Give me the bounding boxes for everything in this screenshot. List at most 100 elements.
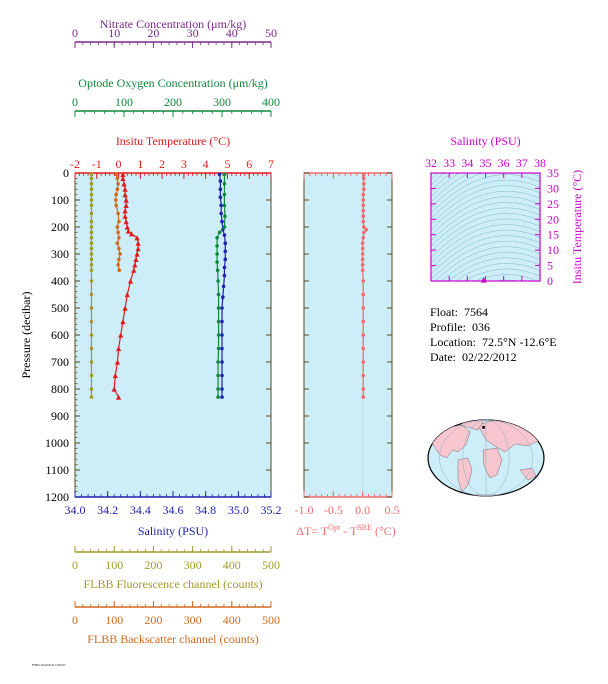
- svg-text:Date:02/22/2012: Date: 02/22/2012: [430, 350, 517, 364]
- ts-point: [480, 276, 487, 283]
- fluor-tick-label: 200: [144, 558, 162, 572]
- temperature-tick-label: 2: [159, 157, 165, 171]
- pressure-tick-label: 400: [51, 274, 69, 288]
- map-float-marker: [482, 425, 486, 429]
- insitu-temperature-point: [120, 175, 126, 181]
- optode-oxygen-concentration-point: [216, 319, 221, 324]
- salinity-tick-label: 34.6: [163, 503, 184, 517]
- backscatter-tick-label: 500: [262, 613, 280, 627]
- insitu-temperature-point: [124, 224, 130, 230]
- flbb-fluorescence-channel-point: [89, 279, 94, 283]
- flbb-fluorescence-channel-point: [89, 319, 94, 324]
- insitu-temperature-point: [132, 262, 138, 268]
- insitu-temperature-point: [123, 219, 129, 225]
- flbb-backscatter-channel-point: [116, 263, 120, 267]
- nitrate-tick-label: 40: [226, 26, 238, 40]
- flbb-backscatter-channel-point: [113, 198, 118, 202]
- optode-oxygen-concentration-point: [216, 395, 220, 399]
- optode-oxygen-concentration-point: [217, 230, 222, 235]
- world-map: [427, 419, 545, 497]
- insitu-temperature-point: [134, 235, 140, 241]
- salinity-point: [223, 257, 228, 262]
- optode-oxygen-concentration-point: [216, 279, 220, 283]
- ts-contour-line: [441, 252, 540, 281]
- optode-oxygen-concentration-point: [222, 203, 227, 208]
- date-label: Date:: [430, 350, 456, 364]
- flbb-fluorescence-channel-point: [89, 246, 94, 251]
- pressure-tick-label: 600: [51, 328, 69, 342]
- temperature-tick-label: 7: [268, 157, 274, 171]
- ts-plot-area: [431, 173, 540, 281]
- delta-axis-label-part: (°C): [372, 524, 396, 538]
- optode-oxygen-concentration-point: [216, 333, 221, 337]
- delta-t-point: [361, 236, 366, 240]
- optode-oxygen-concentration-point: [216, 346, 221, 351]
- ts-x-tick-label: 36: [498, 156, 510, 170]
- optode-oxygen-concentration-point: [216, 292, 221, 297]
- insitu-temperature-point: [120, 171, 126, 177]
- ts-x-tick-label: 38: [534, 156, 546, 170]
- salinity-point: [220, 360, 224, 364]
- delta-t-point: [361, 219, 366, 224]
- ts-x-tick-label: 32: [425, 156, 437, 170]
- ts-contour-line: [463, 268, 540, 281]
- ts-y-axis-label: Insitu Temperature (°C): [570, 170, 584, 284]
- ts-contour-line: [431, 185, 540, 225]
- optode-oxygen-concentration-line: [216, 174, 226, 398]
- delta-t-point: [361, 292, 366, 297]
- ts-y-tick-label: 20: [547, 212, 559, 226]
- flbb-backscatter-channel-point: [114, 203, 118, 208]
- delta-t-point: [360, 257, 365, 262]
- salinity-point: [218, 195, 223, 200]
- delta-t-point: [361, 214, 366, 218]
- flbb-backscatter-channel-point: [116, 182, 120, 186]
- delta-t-point: [362, 176, 366, 181]
- ts-x-tick-label: 37: [516, 156, 528, 170]
- delta-t-point: [361, 306, 366, 310]
- delta-t-point: [361, 279, 366, 283]
- fluor-tick-label: 300: [184, 558, 202, 572]
- flbb-backscatter-channel-point: [114, 192, 118, 197]
- optode-oxygen-concentration-point: [222, 172, 227, 177]
- salinity-point: [221, 284, 226, 289]
- salinity-point: [220, 219, 224, 224]
- salinity-point: [220, 333, 224, 337]
- profile-chart: Pressure (decibar)0100200300400500600700…: [19, 17, 282, 646]
- optode-oxygen-concentration-point: [215, 260, 219, 264]
- optode-oxygen-concentration-point: [216, 360, 220, 364]
- salinity-axis-label: Salinity (PSU): [138, 524, 208, 538]
- ts-contour-line: [431, 207, 540, 247]
- delta-t-point: [362, 187, 366, 191]
- backscatter-tick-label: 100: [105, 613, 123, 627]
- insitu-temperature-point: [133, 256, 139, 262]
- delta-t-point: [361, 198, 366, 202]
- flbb-fluorescence-channel-point: [89, 333, 94, 337]
- ts-y-tick-label: 15: [547, 228, 559, 242]
- ts-contour-line: [431, 240, 540, 280]
- salinity-point: [220, 395, 224, 399]
- backscatter-tick-label: 300: [184, 613, 202, 627]
- insitu-temperature-point: [122, 213, 128, 219]
- insitu-temperature-point: [115, 394, 122, 400]
- delta-t-point: [361, 192, 366, 197]
- svg-text:Profile:036: Profile: 036: [430, 320, 490, 334]
- fluor-tick-label: 0: [72, 558, 78, 572]
- float-info: Float: 7564 Profile: 036 Location: 72.5°N -…: [430, 305, 557, 364]
- insitu-temperature-point: [122, 208, 128, 214]
- delta-t-point: [361, 209, 366, 213]
- backscatter-axis-label: FLBB Backscatter channel (counts): [87, 632, 259, 646]
- ts-contours: [431, 173, 540, 281]
- temperature-tick-label: 4: [203, 157, 209, 171]
- ts-x-tick-label: 35: [480, 156, 492, 170]
- flbb-backscatter-channel-point: [115, 187, 120, 191]
- flbb-fluorescence-channel-point: [89, 211, 94, 216]
- optode-oxygen-concentration-point: [215, 252, 219, 256]
- pressure-tick-label: 1200: [45, 490, 69, 504]
- salinity-point: [218, 187, 223, 191]
- map-meridian: [439, 419, 533, 497]
- ts-contour-line: [431, 235, 540, 275]
- nitrate-tick-label: 20: [147, 26, 159, 40]
- salinity-point: [220, 346, 224, 351]
